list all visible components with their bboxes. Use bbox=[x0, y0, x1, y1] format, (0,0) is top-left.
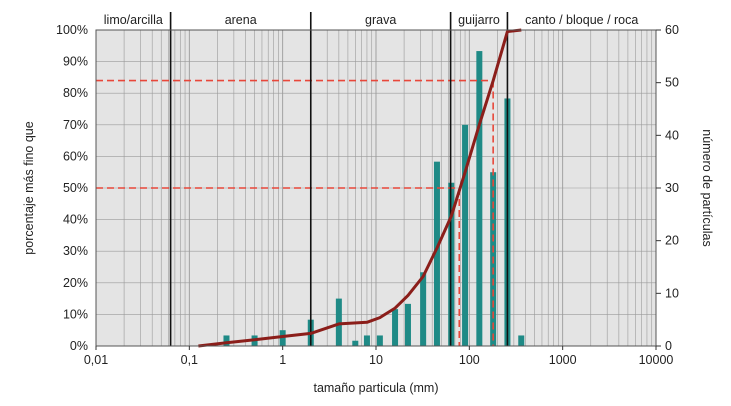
y-left-tick-label: 20% bbox=[63, 276, 88, 290]
x-tick-label: 1 bbox=[279, 353, 286, 367]
bar bbox=[420, 272, 427, 346]
y-left-tick-label: 60% bbox=[63, 149, 88, 163]
bar bbox=[462, 124, 469, 346]
y-left-tick-label: 70% bbox=[63, 118, 88, 132]
y-left-tick-label: 50% bbox=[63, 181, 88, 195]
zone-label: grava bbox=[365, 13, 396, 27]
y-left-tick-label: 90% bbox=[63, 55, 88, 69]
y-axis-label-right: número de partículas bbox=[700, 129, 714, 246]
bar bbox=[518, 335, 525, 346]
x-tick-label: 10000 bbox=[639, 353, 674, 367]
reference-lines bbox=[96, 79, 494, 346]
y-left-tick-label: 0% bbox=[70, 339, 88, 353]
zone-boundaries bbox=[169, 12, 509, 346]
y-left-tick-label: 100% bbox=[56, 23, 88, 37]
y-left-tick-label: 40% bbox=[63, 213, 88, 227]
cumulative-line bbox=[198, 28, 522, 348]
y-right-tick-label: 30 bbox=[665, 181, 679, 195]
zone-label: limo/arcilla bbox=[104, 13, 163, 27]
y-left-tick-label: 10% bbox=[63, 307, 88, 321]
bar bbox=[376, 335, 383, 346]
bar bbox=[223, 335, 230, 346]
y-right-tick-label: 60 bbox=[665, 23, 679, 37]
bar bbox=[279, 330, 286, 346]
x-tick-label: 10 bbox=[369, 353, 383, 367]
x-tick-label: 0,01 bbox=[84, 353, 108, 367]
zone-label: canto / bloque / roca bbox=[525, 13, 638, 27]
y-left-tick-labels: 0% 10% 20% 30% 40% 50% 60% 70% 80% 90% 100% bbox=[56, 23, 88, 353]
x-tick-labels: 0,01 0,1 1 10 100 1000 10000 bbox=[84, 346, 674, 367]
y-right-tick-label: 20 bbox=[665, 234, 679, 248]
zone-label: arena bbox=[225, 13, 257, 27]
y-right-tick-label: 10 bbox=[665, 286, 679, 300]
x-tick-label: 0,1 bbox=[181, 353, 198, 367]
y-axis-label-left: porcentaje más fino que bbox=[22, 121, 36, 254]
bar bbox=[392, 309, 399, 346]
zone-labels: limo/arcilla arena grava guijarro canto / bl… bbox=[104, 13, 639, 27]
y-right-tick-label: 40 bbox=[665, 128, 679, 142]
bar bbox=[352, 340, 359, 346]
y-right-tick-label: 0 bbox=[665, 339, 672, 353]
y-right-tick-labels: 0 10 20 30 40 50 60 bbox=[656, 23, 679, 353]
bar bbox=[433, 161, 440, 346]
y-right-tick-label: 50 bbox=[665, 76, 679, 90]
x-axis-label: tamaño particula (mm) bbox=[313, 381, 438, 395]
bar bbox=[476, 51, 483, 347]
zone-label: guijarro bbox=[458, 13, 500, 27]
bar bbox=[404, 303, 411, 346]
x-tick-label: 1000 bbox=[549, 353, 577, 367]
y-left-tick-label: 80% bbox=[63, 86, 88, 100]
bar bbox=[335, 298, 342, 346]
x-tick-label: 100 bbox=[459, 353, 480, 367]
bar bbox=[363, 335, 370, 346]
y-left-tick-label: 30% bbox=[63, 244, 88, 258]
